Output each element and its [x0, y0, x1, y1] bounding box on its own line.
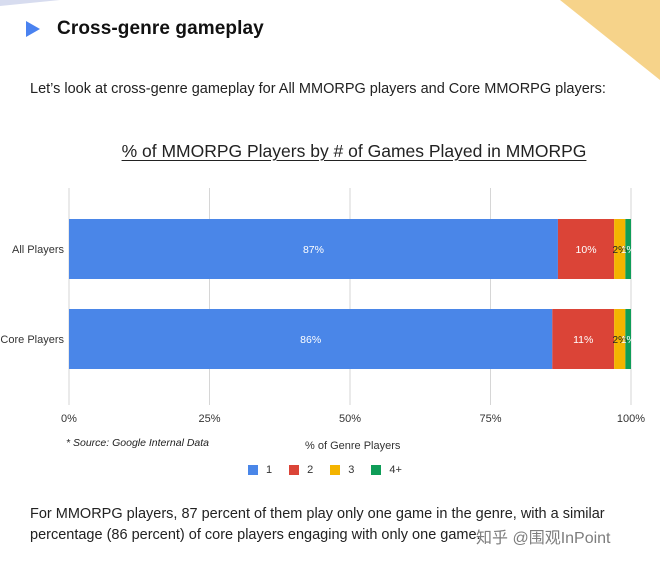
bar-segment-series-4+-all-players — [625, 219, 631, 279]
bar-segment-series-3-all-players — [614, 219, 626, 279]
section-header: Cross-genre gameplay — [26, 18, 264, 40]
chart-title: % of MMORPG Players by # of Games Played… — [121, 141, 587, 161]
legend-label-1: 1 — [266, 464, 273, 476]
bar-segment-series-3-core-players — [614, 309, 626, 369]
x-tick-label: 50% — [339, 413, 361, 425]
data-label: 10% — [576, 244, 597, 256]
category-label: All Players — [12, 244, 64, 256]
data-label: 1% — [621, 245, 636, 256]
bar-segment-series-2-all-players — [557, 219, 615, 279]
bar-segment-series-1-all-players — [69, 219, 558, 279]
legend-item-1: 1 — [248, 464, 272, 476]
legend-item-3: 3 — [330, 464, 354, 476]
source-note: * Source: Google Internal Data — [66, 437, 210, 449]
data-label: 1% — [621, 335, 636, 346]
legend-item-2: 2 — [289, 464, 313, 476]
corner-decoration-left — [0, 0, 60, 6]
section-title: Cross-genre gameplay — [57, 18, 264, 39]
intro-text: Let’s look at cross-genre gameplay for A… — [30, 81, 606, 97]
play-arrow-icon — [26, 21, 40, 37]
stacked-bar-chart: 0% 25% 50% 75% 100%All Players 87% 10% 2%1%Core… — [0, 188, 645, 425]
bar-segment-series-1-core-players — [69, 309, 553, 369]
corner-decoration-right — [560, 0, 660, 80]
x-axis-label: % of Genre Players — [305, 440, 401, 452]
bar-segment-series-2-core-players — [552, 309, 615, 369]
data-label: 87% — [303, 244, 324, 256]
legend-swatch-4plus — [371, 465, 382, 475]
data-label: 11% — [573, 334, 593, 346]
legend-swatch-3 — [330, 465, 341, 475]
legend-label-2: 2 — [307, 464, 314, 476]
data-label: 2% — [613, 245, 628, 256]
legend-swatch-2 — [289, 465, 300, 475]
data-label: 86% — [300, 334, 321, 346]
data-label: 2% — [613, 335, 628, 346]
conclusion-text: For MMORPG players, 87 percent of them p… — [30, 506, 605, 543]
legend-label-3: 3 — [348, 464, 355, 476]
bars — [69, 219, 631, 369]
legend-item-4plus: 4+ — [371, 464, 402, 476]
x-tick-label: 25% — [198, 413, 220, 425]
watermark: 知乎 @围观InPoint — [476, 530, 611, 547]
x-tick-label: 75% — [479, 413, 501, 425]
x-tick-label: 0% — [61, 413, 77, 425]
legend: 1 2 3 4+ — [248, 464, 419, 476]
legend-swatch-1 — [248, 465, 258, 475]
bar-segment-series-4+-core-players — [625, 309, 631, 369]
x-tick-label: 100% — [617, 413, 645, 425]
labels: 0% 25% 50% 75% 100%All Players 87% 10% 2%1%Core… — [0, 244, 645, 425]
legend-label-4plus: 4+ — [389, 464, 402, 476]
category-label: Core Players — [0, 334, 64, 346]
